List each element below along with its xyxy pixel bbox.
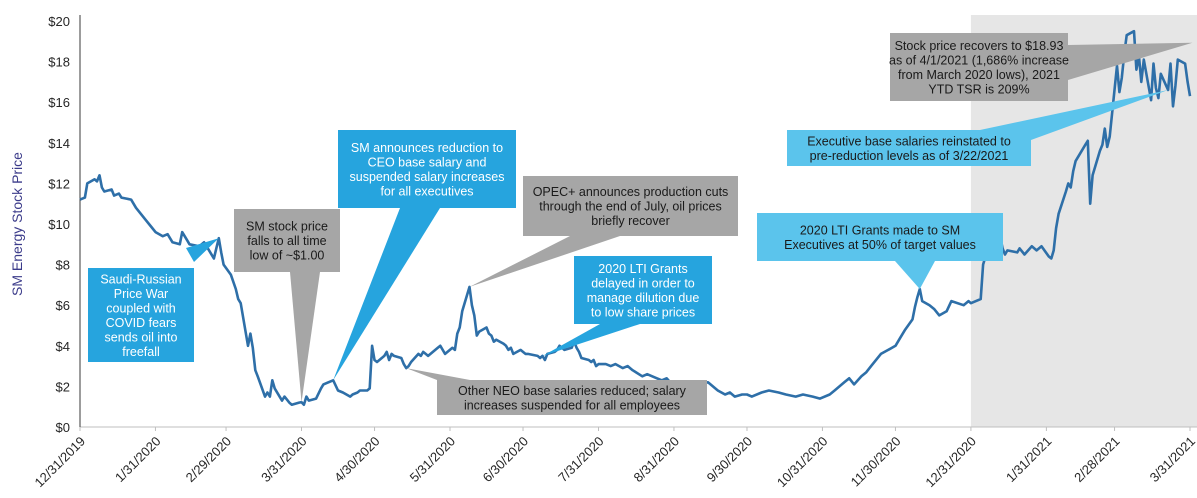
x-tick-label: 1/31/2021 <box>1003 434 1055 486</box>
callout-text-line: as of 4/1/2021 (1,686% increase <box>889 53 1069 67</box>
callout-text-line: to low share prices <box>591 305 695 319</box>
x-tick-label: 3/31/2021 <box>1147 434 1197 486</box>
x-tick-label: 2/28/2021 <box>1071 434 1123 486</box>
callout-text-line: low of ~$1.00 <box>250 249 325 263</box>
callout-text-line: briefly recover <box>591 214 670 228</box>
callout-text-line: increases suspended for all employees <box>464 398 680 412</box>
x-tick-label: 7/31/2020 <box>555 434 607 486</box>
y-tick-label: $4 <box>56 339 70 354</box>
callout-text-line: Executive base salaries reinstated to <box>807 134 1011 148</box>
x-tick-label: 11/30/2020 <box>848 434 904 490</box>
callout-text-line: Price War <box>114 287 168 301</box>
y-tick-label: $20 <box>48 14 70 29</box>
y-tick-label: $12 <box>48 176 70 191</box>
callout-salaries-reinstated: Executive base salaries reinstated topre… <box>787 90 1169 166</box>
callout-pointer <box>406 368 470 380</box>
callout-text-line: pre-reduction levels as of 3/22/2021 <box>810 149 1009 163</box>
x-tick-label: 4/30/2020 <box>331 434 383 486</box>
x-axis-ticks: 12/31/2019 1/31/2020 2/29/2020 3/31/2020 4/3… <box>31 427 1197 490</box>
callout-box <box>338 130 516 208</box>
y-axis-ticks: $0 $2 $4 $6 $8 $10 $12 $14 $16 $18 $20 <box>48 14 70 435</box>
y-tick-label: $16 <box>48 95 70 110</box>
callout-text-line: 2020 LTI Grants <box>598 262 687 276</box>
callout-box <box>523 176 738 236</box>
y-tick-label: $14 <box>48 136 70 151</box>
callout-box <box>890 33 1068 101</box>
callout-text-line: Other NEO base salaries reduced; salary <box>458 384 687 398</box>
callout-text-line: delayed in order to <box>591 276 695 290</box>
callout-box <box>574 256 712 324</box>
callout-text-line: Stock price recovers to $18.93 <box>895 39 1064 53</box>
x-tick-label: 1/31/2020 <box>112 434 164 486</box>
x-tick-label: 2/29/2020 <box>183 434 235 486</box>
callout-text-line: from March 2020 lows), 2021 <box>898 68 1060 82</box>
callout-text-line: COVID fears <box>106 316 177 330</box>
y-tick-label: $0 <box>56 420 70 435</box>
x-tick-label: 12/31/2019 <box>31 434 88 491</box>
callout-box <box>437 380 707 415</box>
callout-pointer <box>290 272 320 403</box>
callout-box <box>88 268 194 362</box>
callout-text-line: for all executives <box>380 184 473 198</box>
y-tick-label: $8 <box>56 258 70 273</box>
callout-text-line: falls to all time <box>247 234 326 248</box>
x-tick-label: 3/31/2020 <box>258 434 310 486</box>
x-tick-label: 9/30/2020 <box>704 434 756 486</box>
y-tick-label: $18 <box>48 55 70 70</box>
x-tick-label: 12/31/2020 <box>922 434 979 491</box>
y-tick-label: $10 <box>48 217 70 232</box>
callout-pointer <box>1068 42 1193 80</box>
callout-text-line: sends oil into <box>105 330 178 344</box>
callout-pointer <box>542 324 640 356</box>
callout-text-line: manage dilution due <box>587 291 700 305</box>
y-axis-title: SM Energy Stock Price <box>9 152 25 296</box>
callout-text-line: Executives at 50% of target values <box>784 238 976 252</box>
callout-box <box>787 130 1031 166</box>
callout-text-line: suspended salary increases <box>350 170 505 184</box>
callout-text-line: freefall <box>122 345 160 359</box>
callout-pointer <box>980 90 1169 140</box>
x-tick-label: 8/31/2020 <box>631 434 683 486</box>
callout-text-line: 2020 LTI Grants made to SM <box>800 223 960 237</box>
callout-box <box>234 209 340 272</box>
x-tick-label: 5/31/2020 <box>407 434 459 486</box>
callout-text-line: YTD TSR is 209% <box>928 82 1029 96</box>
y-tick-label: $2 <box>56 379 70 394</box>
x-tick-label: 6/30/2020 <box>480 434 532 486</box>
callout-text-line: SM stock price <box>246 220 328 234</box>
callout-text-line: OPEC+ announces production cuts <box>533 185 729 199</box>
callout-neo-salaries: Other NEO base salaries reduced; salaryi… <box>406 368 707 415</box>
callout-pointer <box>333 208 440 381</box>
callout-text-line: coupled with <box>106 301 176 315</box>
callout-pointer <box>469 236 620 287</box>
callout-box <box>757 213 1003 261</box>
x-tick-label: 10/31/2020 <box>774 434 831 491</box>
callout-text-line: CEO base salary and <box>368 155 487 169</box>
callout-pointer <box>186 238 219 262</box>
callout-text-line: Saudi-Russian <box>100 272 181 286</box>
callout-pointer <box>895 261 935 289</box>
y-tick-label: $6 <box>56 298 70 313</box>
callout-text-line: SM announces reduction to <box>351 141 503 155</box>
callout-text-line: through the end of July, oil prices <box>539 200 722 214</box>
